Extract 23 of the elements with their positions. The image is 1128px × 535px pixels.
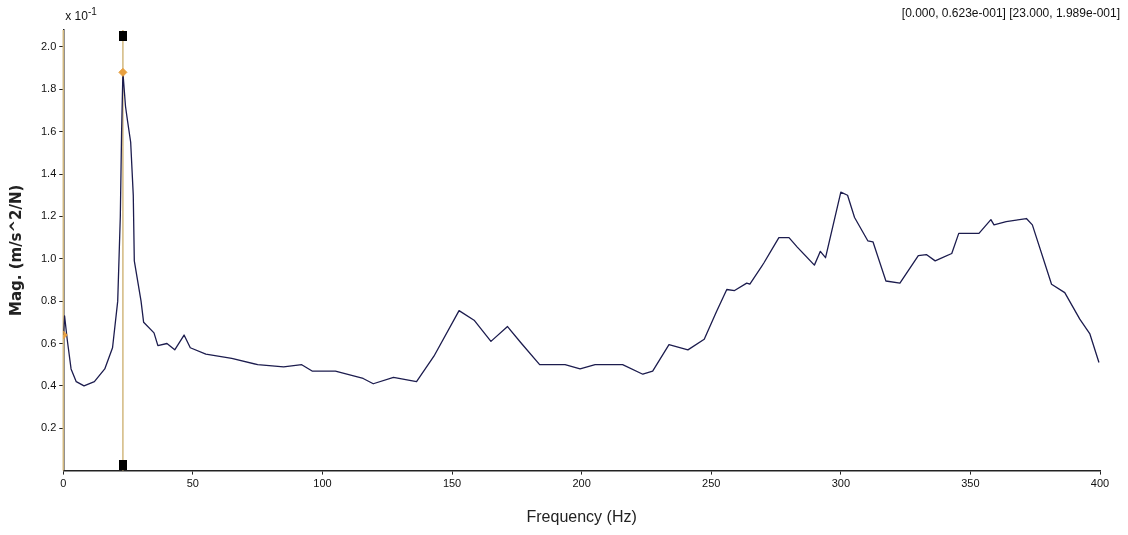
- x-tick-label: 0: [60, 477, 67, 490]
- x-tick-label: 300: [831, 477, 850, 490]
- x-tick-label: 350: [961, 477, 980, 490]
- y-tick-label: 1.2: [40, 209, 57, 222]
- y-tick-label: 0.2: [40, 421, 57, 434]
- text: x 10$^{-1}$: [65, 6, 97, 23]
- x-axis-title: Frequency (Hz): [526, 507, 637, 525]
- y-tick-label: 1.0: [40, 251, 57, 264]
- y-tick-label: 1.4: [40, 167, 57, 180]
- text: [0.000, 0.623e-001] [23.000, 1.989e-001]: [901, 6, 1120, 20]
- y-tick-label: 1.6: [40, 124, 57, 137]
- x-tick-label: 250: [702, 477, 721, 490]
- x-tick-label: 150: [442, 477, 462, 490]
- x-tick-label: 50: [186, 477, 200, 490]
- y-tick-label: 2.0: [40, 39, 57, 52]
- x-tick-label: 100: [313, 477, 332, 490]
- x-tick-label: 400: [1090, 477, 1110, 490]
- x-tick-label: 200: [572, 477, 591, 490]
- y-tick-label: 0.4: [40, 378, 57, 391]
- y-axis-title: Mag. (m/s^2/N): [6, 184, 25, 317]
- y-tick-label: 1.8: [40, 82, 57, 95]
- y-tick-label: 0.8: [40, 294, 57, 307]
- y-tick-label: 0.6: [40, 336, 57, 349]
